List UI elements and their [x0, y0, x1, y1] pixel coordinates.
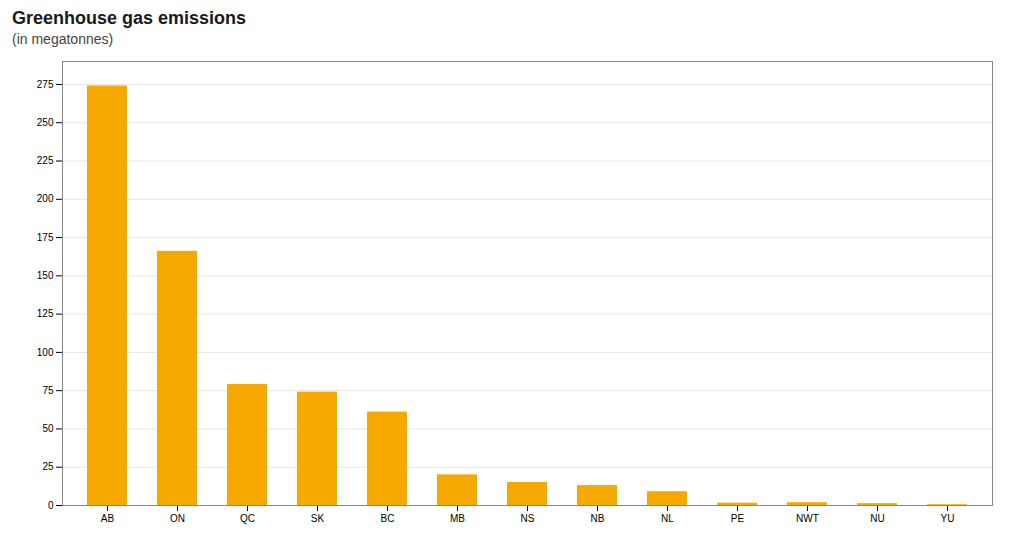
html-text:Greenhouse gas emissions: Greenhouse gas emissions — [12, 8, 247, 28]
svg-text:150: 150 — [37, 270, 54, 281]
svg-text:175: 175 — [37, 232, 54, 243]
svg-text:NB: NB — [591, 513, 605, 524]
svg-text:NL: NL — [661, 513, 674, 524]
svg-text:PE: PE — [731, 513, 745, 524]
svg-text:QC: QC — [240, 513, 255, 524]
svg-text:275: 275 — [37, 79, 54, 90]
svg-text:YU: YU — [941, 513, 955, 524]
html-text:(in megatonnes): (in megatonnes) — [12, 31, 114, 47]
svg-text:200: 200 — [37, 193, 54, 204]
svg-text:NS: NS — [521, 513, 535, 524]
svg-text:100: 100 — [37, 347, 54, 358]
svg-text:0: 0 — [48, 500, 54, 511]
svg-text:AB: AB — [101, 513, 115, 524]
svg-text:MB: MB — [450, 513, 465, 524]
svg-text:NU: NU — [870, 513, 884, 524]
svg-text:225: 225 — [37, 155, 54, 166]
svg-text:75: 75 — [42, 385, 54, 396]
svg-text:25: 25 — [42, 461, 54, 472]
svg-text:NWT: NWT — [796, 513, 819, 524]
svg-text:BC: BC — [381, 513, 395, 524]
svg-text:50: 50 — [42, 423, 54, 434]
svg-text:ON: ON — [170, 513, 185, 524]
svg-text:125: 125 — [37, 308, 54, 319]
svg-text:SK: SK — [311, 513, 325, 524]
svg-text:250: 250 — [37, 117, 54, 128]
